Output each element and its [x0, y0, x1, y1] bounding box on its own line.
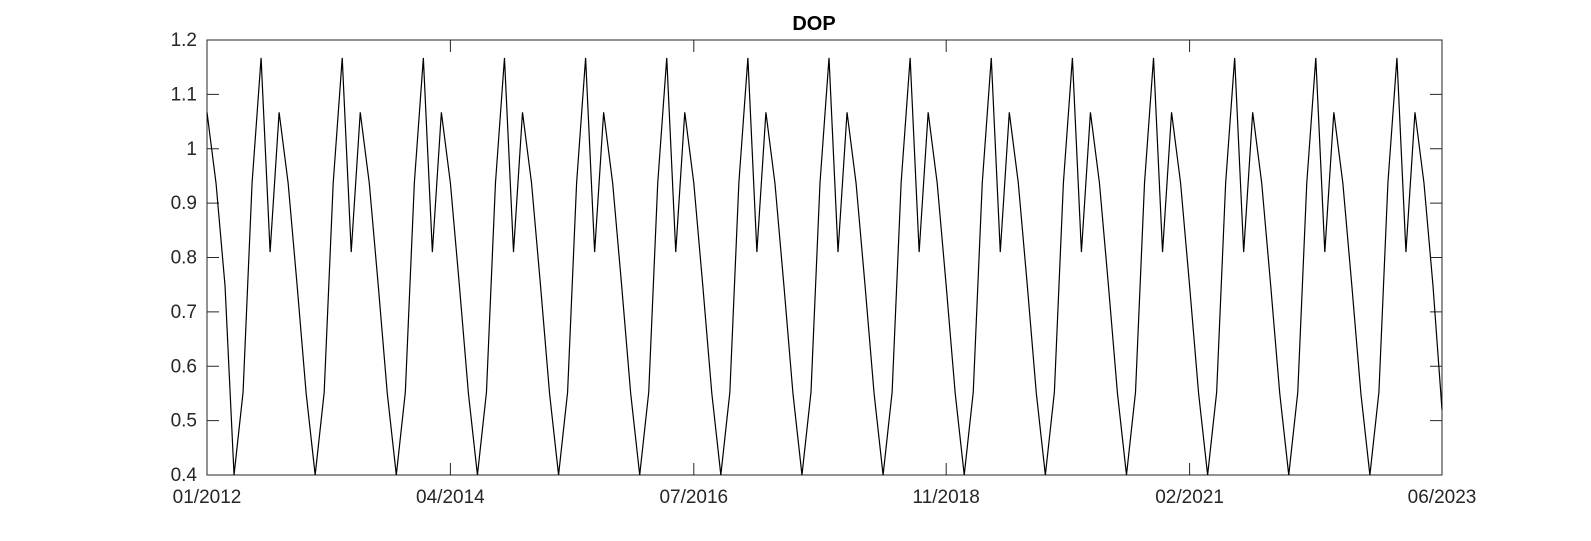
x-tick-label: 04/2014 [416, 487, 485, 508]
y-tick-label: 0.9 [171, 193, 197, 214]
x-tick-label: 11/2018 [913, 487, 980, 508]
y-tick-label: 0.8 [171, 248, 197, 269]
y-tick-label: 1.2 [171, 30, 197, 51]
dop-series-line [206, 57, 1443, 476]
x-tick-label: 07/2016 [659, 487, 728, 508]
y-tick-label: 0.4 [171, 465, 198, 486]
x-tick-label: 02/2021 [1155, 487, 1224, 508]
x-tick-label: 06/2023 [1408, 487, 1477, 508]
y-tick-label: 1.1 [171, 84, 197, 105]
y-tick-label: 0.7 [171, 302, 197, 323]
y-tick-label: 0.6 [171, 356, 197, 377]
x-tick-label: 01/2012 [173, 487, 242, 508]
y-tick-label: 0.5 [171, 411, 197, 432]
y-tick-label: 1 [186, 139, 197, 160]
chart-title: DOP [792, 13, 835, 35]
plot-area-frame [206, 39, 1443, 476]
